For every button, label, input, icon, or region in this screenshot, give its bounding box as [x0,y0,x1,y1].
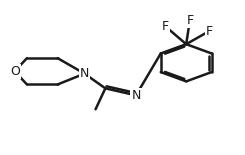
Text: F: F [162,20,169,33]
Text: F: F [206,24,213,38]
Text: F: F [186,14,194,27]
Text: O: O [10,65,20,78]
Text: N: N [131,89,141,102]
Text: N: N [80,67,89,80]
